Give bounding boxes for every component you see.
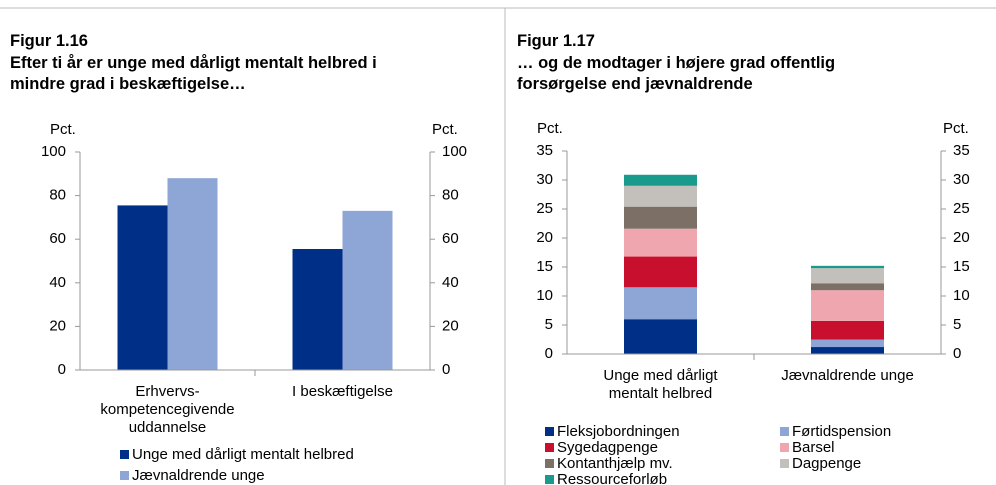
- x-tick-label: Jævnaldrende unge: [781, 367, 914, 384]
- y-tick-label: 25: [536, 200, 553, 217]
- y2-tick-label: 40: [442, 274, 459, 291]
- y-tick-label: 20: [536, 229, 553, 246]
- y2-tick-label: 20: [953, 229, 970, 246]
- y-tick-label: 35: [536, 142, 553, 159]
- x-tick-label: Unge med dårligt mentalt helbred: [603, 367, 718, 402]
- figure-number: Figur 1.17: [517, 32, 595, 50]
- y2-tick-label: 15: [953, 258, 970, 275]
- figure-number: Figur 1.16: [10, 32, 88, 50]
- bar-segment: [624, 319, 697, 354]
- legend-label: Ressourceforløb: [557, 471, 667, 485]
- y2-tick-label: 25: [953, 200, 970, 217]
- legend-swatch: [780, 459, 789, 468]
- bar-segment: [811, 290, 884, 321]
- bar-segment: [624, 256, 697, 288]
- y-tick-label: 40: [49, 274, 66, 291]
- y2-tick-label: 20: [442, 317, 459, 334]
- legend-swatch: [545, 427, 554, 436]
- y2-tick-label: 30: [953, 171, 970, 188]
- y-tick-label: 100: [41, 143, 66, 160]
- y2-tick-label: 10: [953, 287, 970, 304]
- y2-tick-label: 35: [953, 142, 970, 159]
- y2-tick-label: 80: [442, 187, 459, 204]
- y-axis-label: Pct.: [537, 120, 563, 137]
- bar-segment: [624, 287, 697, 320]
- y-tick-label: 80: [49, 187, 66, 204]
- bar-segment: [624, 185, 697, 207]
- legend-swatch: [545, 459, 554, 468]
- y2-axis-label: Pct.: [943, 120, 969, 137]
- y-tick-label: 10: [536, 287, 553, 304]
- y2-tick-label: 5: [953, 316, 961, 333]
- bar-segment: [811, 268, 884, 284]
- legend-label: Førtidspension: [792, 423, 891, 440]
- bar-segment: [811, 283, 884, 291]
- legend-swatch: [120, 450, 129, 459]
- bar: [342, 210, 393, 370]
- y-tick-label: 30: [536, 171, 553, 188]
- y2-tick-label: 60: [442, 230, 459, 247]
- legend-swatch: [545, 475, 554, 484]
- bar-segment: [624, 228, 697, 257]
- y-tick-label: 0: [545, 345, 553, 362]
- legend-label: Kontanthjælp mv.: [557, 455, 673, 472]
- legend-label: Fleksjobordningen: [557, 423, 680, 440]
- y-tick-label: 15: [536, 258, 553, 275]
- bar: [292, 249, 343, 370]
- x-tick-label: Erhvervs-kompetencegivende uddannelse: [100, 383, 234, 436]
- bar-segment: [624, 174, 697, 186]
- bar-segment: [811, 265, 884, 269]
- legend-label: Sygedagpenge: [557, 439, 658, 456]
- bar: [167, 178, 218, 370]
- y2-tick-label: 0: [953, 345, 961, 362]
- y-tick-label: 60: [49, 230, 66, 247]
- chart-title: Efter ti år er unge med dårligt mentalt …: [10, 54, 377, 93]
- legend-swatch: [780, 427, 789, 436]
- y2-tick-label: 0: [442, 361, 450, 378]
- chart-title: … og de modtager i højere grad offentlig…: [517, 54, 835, 93]
- legend-label: Jævnaldrende unge: [132, 467, 265, 484]
- y-tick-label: 5: [545, 316, 553, 333]
- bar-segment: [624, 206, 697, 229]
- bar-segment: [811, 320, 884, 340]
- legend-swatch: [120, 471, 129, 480]
- y2-tick-label: 100: [442, 143, 467, 160]
- legend-label: Barsel: [792, 439, 835, 456]
- y-tick-label: 20: [49, 317, 66, 334]
- y2-axis-label: Pct.: [432, 121, 458, 138]
- legend-label: Dagpenge: [792, 455, 861, 472]
- bar-segment: [811, 339, 884, 348]
- bar-segment: [811, 347, 884, 354]
- legend-label: Unge med dårligt mentalt helbred: [132, 446, 354, 463]
- y-axis-label: Pct.: [50, 121, 76, 138]
- bar: [117, 205, 168, 370]
- legend-swatch: [545, 443, 554, 452]
- y-tick-label: 0: [58, 361, 66, 378]
- x-tick-label: I beskæftigelse: [292, 383, 393, 400]
- legend-swatch: [780, 443, 789, 452]
